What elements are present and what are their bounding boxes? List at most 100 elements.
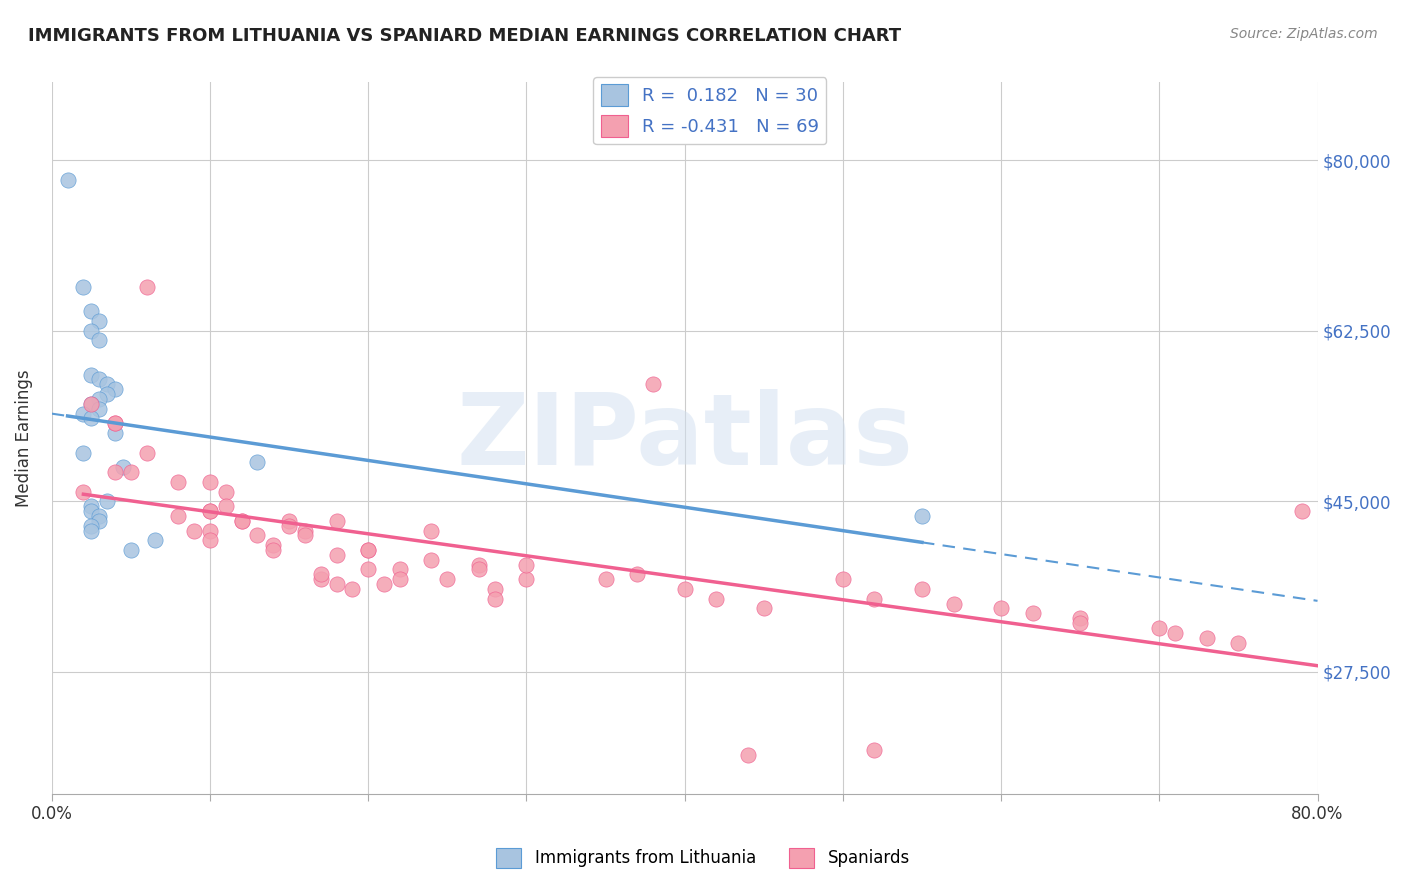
Point [294, 524, 316, 538]
Point [183, 524, 205, 538]
Point [104, 465, 127, 479]
Point [1291, 504, 1313, 518]
Point [595, 572, 617, 586]
Point [143, 533, 166, 548]
Point [198, 504, 221, 518]
Point [56, 172, 79, 186]
Point [325, 548, 347, 562]
Point [80, 504, 103, 518]
Point [89, 508, 111, 523]
Point [80, 324, 103, 338]
Point [1164, 625, 1187, 640]
Point [246, 528, 269, 542]
Point [325, 514, 347, 528]
Point [357, 562, 380, 576]
Point [89, 401, 111, 416]
Point [80, 518, 103, 533]
Legend: R =  0.182   N = 30, R = -0.431   N = 69: R = 0.182 N = 30, R = -0.431 N = 69 [593, 77, 827, 145]
Point [167, 508, 190, 523]
Point [641, 377, 664, 392]
Point [198, 475, 221, 489]
Point [262, 538, 284, 552]
Point [89, 514, 111, 528]
Legend: Immigrants from Lithuania, Spaniards: Immigrants from Lithuania, Spaniards [489, 841, 917, 875]
Point [96, 387, 118, 401]
Point [80, 397, 103, 411]
Point [135, 445, 157, 459]
Point [167, 475, 190, 489]
Point [104, 417, 127, 431]
Point [942, 597, 965, 611]
Point [198, 533, 221, 548]
Point [468, 558, 491, 572]
Point [80, 304, 103, 318]
Point [484, 591, 506, 606]
Point [72, 484, 94, 499]
Point [80, 524, 103, 538]
Point [420, 553, 443, 567]
Point [468, 562, 491, 576]
Point [96, 377, 118, 392]
Point [80, 499, 103, 513]
Point [198, 504, 221, 518]
Point [80, 368, 103, 382]
Point [278, 514, 301, 528]
Point [294, 528, 316, 542]
Point [262, 543, 284, 558]
Point [215, 484, 238, 499]
Point [231, 514, 253, 528]
Y-axis label: Median Earnings: Median Earnings [15, 369, 32, 507]
Point [911, 582, 934, 596]
Point [246, 455, 269, 469]
Point [626, 567, 648, 582]
Point [104, 417, 127, 431]
Point [863, 743, 886, 757]
Point [831, 572, 853, 586]
Point [72, 280, 94, 294]
Point [436, 572, 458, 586]
Point [1149, 621, 1171, 635]
Point [72, 407, 94, 421]
Point [484, 582, 506, 596]
Text: IMMIGRANTS FROM LITHUANIA VS SPANIARD MEDIAN EARNINGS CORRELATION CHART: IMMIGRANTS FROM LITHUANIA VS SPANIARD ME… [28, 27, 901, 45]
Point [309, 567, 332, 582]
Point [120, 543, 142, 558]
Point [89, 372, 111, 386]
Point [1227, 635, 1250, 649]
Point [1069, 616, 1091, 631]
Point [673, 582, 696, 596]
Point [911, 508, 934, 523]
Text: ZIPatlas: ZIPatlas [456, 390, 912, 486]
Point [111, 460, 134, 475]
Point [737, 747, 759, 762]
Point [72, 445, 94, 459]
Point [89, 314, 111, 328]
Point [515, 558, 537, 572]
Point [215, 499, 238, 513]
Point [135, 280, 157, 294]
Point [863, 591, 886, 606]
Point [231, 514, 253, 528]
Point [357, 543, 380, 558]
Point [515, 572, 537, 586]
Point [388, 572, 411, 586]
Point [990, 601, 1012, 615]
Point [89, 392, 111, 406]
Point [80, 397, 103, 411]
Point [198, 524, 221, 538]
Point [104, 382, 127, 396]
Text: Source: ZipAtlas.com: Source: ZipAtlas.com [1230, 27, 1378, 41]
Point [309, 572, 332, 586]
Point [278, 518, 301, 533]
Point [342, 582, 364, 596]
Point [325, 577, 347, 591]
Point [388, 562, 411, 576]
Point [420, 524, 443, 538]
Point [1195, 631, 1218, 645]
Point [752, 601, 775, 615]
Point [96, 494, 118, 508]
Point [104, 425, 127, 440]
Point [1069, 611, 1091, 625]
Point [373, 577, 395, 591]
Point [357, 543, 380, 558]
